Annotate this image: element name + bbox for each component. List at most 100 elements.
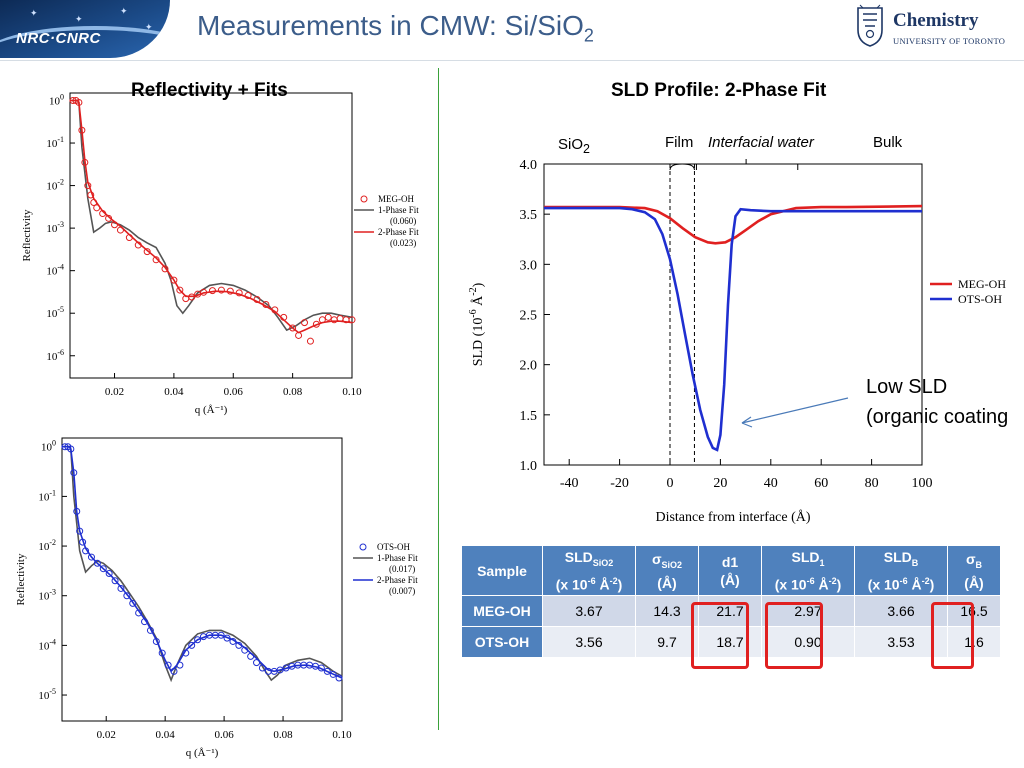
y-axis-label: SLD (10-6 Å-2) [468, 282, 486, 366]
table-row: OTS-OH 3.56 9.7 18.7 0.90 3.53 1.6 [461, 626, 1001, 659]
highlight-box-d1 [691, 602, 749, 669]
slide-title-subscript: 2 [583, 25, 594, 46]
table-value-cell: 2.97 [761, 595, 855, 628]
legend-label: 1-Phase Fit [377, 553, 418, 563]
data-point [79, 538, 87, 546]
x-tick-label: 80 [865, 476, 879, 491]
data-point [262, 301, 270, 309]
y-tick-label: 10-1 [38, 488, 56, 503]
data-point [324, 313, 332, 321]
water-bracket [695, 159, 799, 170]
x-tick-label: 100 [912, 476, 933, 491]
region-sio2-text: SiO [558, 136, 584, 153]
data-point [67, 445, 75, 453]
data-point [152, 637, 160, 645]
x-tick-label: 0.06 [214, 729, 234, 741]
film-bracket [669, 163, 695, 171]
annotation-line-2: (organic coating [866, 406, 1009, 428]
header-superscript: -6 [806, 575, 815, 586]
table-value-cell: 1.6 [947, 626, 1001, 659]
data-point [323, 667, 331, 675]
y-axis-label: Reflectivity [15, 553, 27, 605]
x-tick-label: 0.02 [97, 729, 116, 741]
low-sld-annotation: Low SLD (organic coating [866, 372, 1008, 432]
data-point [271, 306, 279, 314]
header-line-2: (x 10-6 Å-2) [774, 575, 842, 593]
y-tick-label: 10-3 [38, 588, 56, 603]
table-header-cell: SLDSiO2 (x 10-6 Å-2) [542, 544, 636, 597]
data-point [176, 661, 184, 669]
star-icon: ✦ [30, 8, 38, 18]
data-point [348, 316, 356, 324]
x-tick-label: 60 [814, 476, 828, 491]
fit-line [70, 99, 353, 332]
data-point [188, 293, 196, 301]
header-line-1: SLD1 [791, 549, 825, 568]
region-label-film: Film [665, 134, 694, 151]
uoft-logo: Chemistry UNIVERSITY OF TORONTO [855, 4, 1015, 52]
x-tick-label: 0.04 [156, 729, 176, 741]
y-tick-label: 10-2 [46, 178, 64, 193]
data-point [105, 214, 113, 222]
header-subscript: SiO2 [661, 559, 683, 570]
data-point [318, 316, 326, 324]
table-value-cell: 16.5 [947, 595, 1001, 628]
header-subscript: 1 [819, 557, 825, 568]
header-subscript: B [975, 559, 983, 570]
nrc-logo-text: NRC·CNRC [16, 30, 101, 47]
data-point [87, 191, 95, 199]
slide-title-main: Measurements in CMW: Si/SiO [197, 10, 584, 41]
y-tick-label: 10-6 [46, 348, 64, 363]
data-point [241, 646, 249, 654]
meg-reflectivity-chart: 0.02 0.04 0.06 0.08 0.10 100 10-1 10-2 10-3 10-4 1… [21, 92, 419, 416]
header-subscript: B [911, 557, 919, 568]
data-point [141, 618, 149, 626]
data-point [134, 241, 142, 249]
star-icon: ✦ [145, 22, 153, 32]
data-point [146, 626, 154, 634]
data-point [164, 661, 172, 669]
sample-name-cell: OTS-OH [461, 626, 543, 659]
data-point [226, 287, 234, 295]
ots-reflectivity-chart: 0.02 0.04 0.06 0.08 0.10 100 10-1 10-2 10-3 10-4 1… [15, 437, 418, 759]
table-header-cell: d1 (Å) [698, 544, 762, 597]
table-body: MEG-OH 3.67 14.3 21.7 2.97 3.66 16.5 OTS-OH 3.56… [461, 595, 1001, 659]
y-tick-label: 100 [49, 92, 64, 107]
region-label-interfacial-water: Interfacial water [708, 134, 814, 151]
data-point [182, 649, 190, 657]
header-superscript: -6 [899, 575, 908, 586]
legend-label: MEG-OH [378, 194, 414, 204]
data-point [61, 443, 69, 451]
legend-label: MEG-OH [958, 277, 1006, 291]
data-point [152, 256, 160, 264]
slide-title: Measurements in CMW: Si/SiO2 [197, 10, 594, 47]
x-tick-label: 0.06 [224, 386, 244, 398]
fit-parameters-table: Sample SLDSiO2 (x 10-6 Å-2) σSiO2 (Å) d1 (Å) SL… [461, 544, 1001, 659]
data-point [244, 292, 252, 300]
header-line-2: (x 10-6 Å-2) [867, 575, 935, 593]
highlight-box-sigma-b [931, 602, 974, 669]
data-point [217, 286, 225, 294]
y-tick-label: 3.5 [520, 208, 538, 223]
data-point [111, 577, 119, 585]
data-point [217, 631, 225, 639]
y-axis-label: Reflectivity [21, 209, 33, 261]
annotation-arrow [741, 397, 849, 424]
table-value-cell: 14.3 [635, 595, 699, 628]
data-point [170, 276, 178, 284]
data-point [223, 634, 231, 642]
data-point [253, 659, 261, 667]
data-point [129, 599, 137, 607]
header-superscript: -2 [828, 575, 837, 586]
highlight-box-sld1 [765, 602, 823, 669]
region-label-sio2: SiO2 [558, 136, 590, 156]
data-point [82, 547, 90, 555]
fit-line [62, 445, 343, 683]
slide-header: ✦ ✦ ✦ ✦ NRC·CNRC Measurements in CMW: Si… [0, 0, 1024, 61]
data-point [93, 559, 101, 567]
legend-label: OTS-OH [958, 292, 1002, 306]
data-point [99, 565, 107, 573]
table-value-cell: 0.90 [761, 626, 855, 659]
region-sio2-subscript: 2 [583, 142, 590, 156]
data-point [90, 199, 98, 207]
